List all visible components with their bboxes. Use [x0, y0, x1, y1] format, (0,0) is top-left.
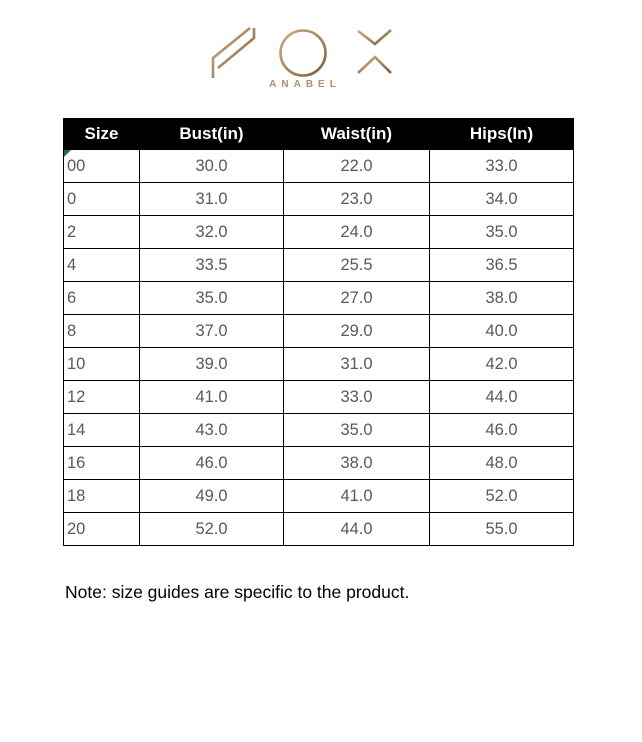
table-row: 12 41.0 33.0 44.0: [63, 380, 574, 414]
logo-letter-n-stroke1: [211, 26, 251, 78]
table-row: 20 52.0 44.0 55.0: [63, 512, 574, 546]
cell-corner-flag-icon: [64, 150, 71, 157]
header-cell: Hips(In): [429, 118, 574, 150]
logo-letter-n-stroke2: [217, 28, 256, 69]
measurement-cell: 46.0: [139, 446, 284, 480]
measurement-cell: 52.0: [139, 512, 284, 546]
logo-letter-x-top: [357, 29, 392, 46]
logo-letter-o: [279, 29, 327, 77]
measurement-cell: 38.0: [429, 281, 574, 315]
size-cell: 18: [63, 479, 140, 513]
measurement-cell: 31.0: [283, 347, 430, 381]
measurement-cell: 31.0: [139, 182, 284, 216]
table-row: 16 46.0 38.0 48.0: [63, 446, 574, 480]
table-row: 18 49.0 41.0 52.0: [63, 479, 574, 513]
table-row: 8 37.0 29.0 40.0: [63, 314, 574, 348]
measurement-cell: 48.0: [429, 446, 574, 480]
measurement-cell: 41.0: [283, 479, 430, 513]
table-row: 0 31.0 23.0 34.0: [63, 182, 574, 216]
measurement-cell: 35.0: [139, 281, 284, 315]
measurement-cell: 32.0: [139, 215, 284, 249]
header-cell: Waist(in): [283, 118, 430, 150]
size-chart-table: Size Bust(in) Waist(in) Hips(In) 00 30.0 22.0…: [63, 118, 574, 546]
size-cell: 10: [63, 347, 140, 381]
size-cell: 2: [63, 215, 140, 249]
table-row: 14 43.0 35.0 46.0: [63, 413, 574, 447]
measurement-cell: 39.0: [139, 347, 284, 381]
size-cell: 12: [63, 380, 140, 414]
measurement-cell: 44.0: [283, 512, 430, 546]
measurement-cell: 34.0: [429, 182, 574, 216]
size-cell: 20: [63, 512, 140, 546]
measurement-cell: 35.0: [283, 413, 430, 447]
table-row: 4 33.5 25.5 36.5: [63, 248, 574, 282]
measurement-cell: 27.0: [283, 281, 430, 315]
size-chart-body: 00 30.0 22.0 33.0 0 31.0 23.0 34.0 2 32.0 24.0 35.0…: [63, 149, 574, 546]
measurement-cell: 30.0: [139, 149, 284, 183]
measurement-cell: 52.0: [429, 479, 574, 513]
measurement-cell: 33.0: [429, 149, 574, 183]
size-cell: 4: [63, 248, 140, 282]
measurement-cell: 22.0: [283, 149, 430, 183]
measurement-cell: 44.0: [429, 380, 574, 414]
measurement-cell: 41.0: [139, 380, 284, 414]
size-cell: 16: [63, 446, 140, 480]
size-cell: 0: [63, 182, 140, 216]
size-cell: 8: [63, 314, 140, 348]
header-cell: Size: [63, 118, 140, 150]
measurement-cell: 35.0: [429, 215, 574, 249]
measurement-cell: 33.0: [283, 380, 430, 414]
header-cell: Bust(in): [139, 118, 284, 150]
note-text: Note: size guides are specific to the pr…: [65, 582, 410, 602]
measurement-cell: 49.0: [139, 479, 284, 513]
nox-logo-icon: [211, 26, 392, 78]
brand-logo: [205, 25, 400, 83]
measurement-cell: 46.0: [429, 413, 574, 447]
measurement-cell: 42.0: [429, 347, 574, 381]
measurement-cell: 38.0: [283, 446, 430, 480]
size-cell: 14: [63, 413, 140, 447]
measurement-cell: 23.0: [283, 182, 430, 216]
brand-subtitle: ANABEL: [269, 79, 341, 90]
measurement-cell: 36.5: [429, 248, 574, 282]
size-cell: 00: [63, 149, 140, 183]
size-cell: 6: [63, 281, 140, 315]
measurement-cell: 33.5: [139, 248, 284, 282]
measurement-cell: 55.0: [429, 512, 574, 546]
table-row: 2 32.0 24.0 35.0: [63, 215, 574, 249]
measurement-cell: 37.0: [139, 314, 284, 348]
measurement-cell: 25.5: [283, 248, 430, 282]
table-row: 6 35.0 27.0 38.0: [63, 281, 574, 315]
measurement-cell: 29.0: [283, 314, 430, 348]
table-header-row: Size Bust(in) Waist(in) Hips(In): [63, 118, 574, 150]
table-row: 00 30.0 22.0 33.0: [63, 149, 574, 183]
measurement-cell: 40.0: [429, 314, 574, 348]
measurement-cell: 43.0: [139, 413, 284, 447]
logo-letter-x-bottom: [357, 55, 392, 74]
table-row: 10 39.0 31.0 42.0: [63, 347, 574, 381]
measurement-cell: 24.0: [283, 215, 430, 249]
